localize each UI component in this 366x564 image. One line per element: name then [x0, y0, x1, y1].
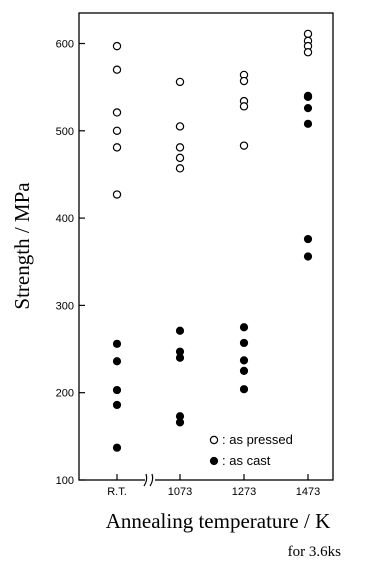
as-pressed-point: [112, 65, 122, 74]
plot-frame: [78, 12, 334, 481]
as-pressed-point: [175, 143, 185, 152]
as-cast-point: [112, 400, 122, 410]
legend-open-circle-marker: [209, 435, 219, 445]
as-pressed-point: [175, 77, 185, 87]
as-pressed-point: [303, 48, 313, 57]
as-cast-point: [112, 357, 122, 366]
as-pressed-point: [239, 141, 249, 150]
as-cast-point: [112, 443, 122, 452]
as-pressed-point: [175, 153, 185, 163]
data-points: [112, 29, 313, 452]
annealing-time-note: for 3.6ks: [288, 544, 341, 560]
axis-break-mark: [143, 473, 155, 487]
x-tick-label: 1073: [168, 486, 192, 498]
x-tick-label: R.T.: [107, 486, 127, 498]
x-axis-title: Annealing temperature / K: [106, 509, 331, 533]
as-pressed-point: [112, 190, 122, 199]
as-cast-point: [175, 353, 185, 362]
as-cast-point: [303, 104, 313, 113]
as-pressed-point: [112, 108, 122, 117]
as-cast-point: [175, 326, 185, 335]
y-tick-label: 600: [56, 39, 74, 51]
y-tick-label: 500: [56, 126, 74, 138]
legend: : as pressed : as cast: [209, 432, 293, 468]
as-cast-point: [303, 252, 313, 261]
as-cast-point: [239, 385, 249, 394]
y-tick-label: 100: [56, 475, 74, 487]
y-axis-title: Strength / MPa: [10, 182, 34, 310]
y-tick-label: 200: [56, 388, 74, 400]
as-cast-point: [303, 119, 313, 128]
as-pressed-point: [239, 76, 249, 86]
as-pressed-point: [112, 143, 122, 152]
as-cast-point: [239, 323, 249, 332]
as-cast-point: [112, 339, 122, 348]
legend-filled-circle-marker: [209, 456, 219, 466]
x-axis: R.T. 1073 1273 1473: [107, 474, 320, 498]
as-cast-point: [303, 234, 313, 244]
as-pressed-point: [175, 122, 185, 131]
as-cast-point: [239, 366, 249, 375]
legend-label-as-cast: : as cast: [222, 453, 271, 468]
y-axis: 100 200 300 400 500 600: [56, 39, 85, 487]
as-cast-point: [239, 338, 249, 348]
y-tick-label: 400: [56, 213, 74, 225]
as-cast-point: [239, 356, 249, 365]
as-cast-point: [303, 91, 313, 100]
as-pressed-point: [303, 29, 313, 39]
as-pressed-point: [239, 102, 249, 111]
y-tick-label: 300: [56, 300, 74, 312]
as-cast-point: [175, 418, 185, 427]
as-pressed-point: [175, 164, 185, 173]
legend-label-as-pressed: : as pressed: [222, 432, 293, 447]
as-cast-point: [112, 385, 122, 395]
as-pressed-point: [112, 41, 122, 51]
x-tick-label: 1473: [296, 486, 320, 498]
x-tick-label: 1273: [232, 486, 256, 498]
as-pressed-point: [112, 126, 122, 136]
